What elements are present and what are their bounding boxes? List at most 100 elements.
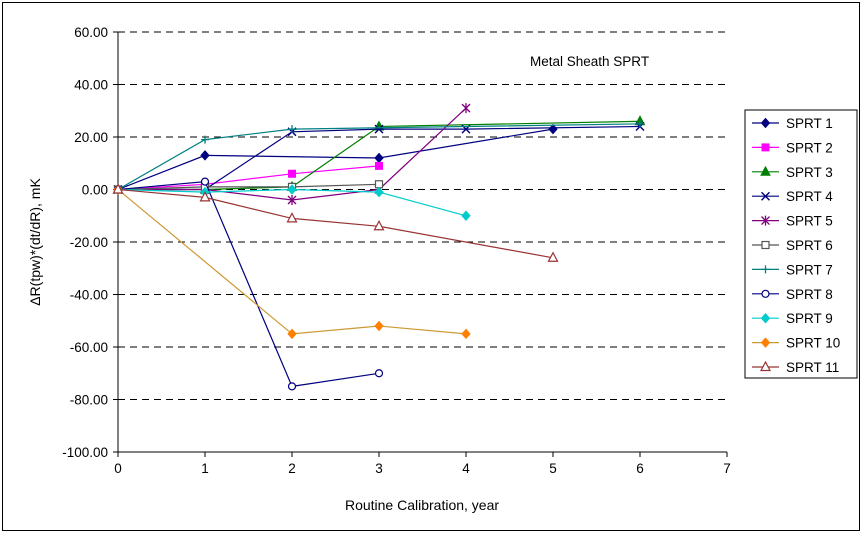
data-point-sprt-2 — [375, 161, 383, 170]
data-point-sprt-11 — [112, 183, 124, 194]
data-point-sprt-5 — [287, 195, 297, 205]
data-point-sprt-1 — [200, 150, 210, 161]
data-point-sprt-4 — [374, 124, 384, 134]
x-tick-label: 3 — [375, 461, 383, 476]
data-point-sprt-11-shape — [373, 219, 385, 231]
legend-label: SPRT 10 — [786, 336, 840, 351]
legend-label: SPRT 4 — [786, 189, 833, 204]
data-point-sprt-9-shape — [287, 184, 297, 195]
x-axis-label: Routine Calibration, year — [345, 497, 499, 513]
y-tick-label: 40.00 — [74, 78, 108, 93]
data-point-sprt-5 — [461, 103, 471, 114]
series-line-8 — [117, 180, 380, 388]
y-tick-label: 20.00 — [74, 130, 108, 145]
data-point-sprt-2-shape — [375, 161, 383, 170]
data-point-sprt-7 — [201, 135, 209, 144]
axes: 60.00 40.00 20.00 0.00 -20.00 -40.00 -60.00 -80… — [62, 25, 731, 476]
data-point-sprt-11-shape — [547, 251, 559, 262]
data-point-sprt-8 — [200, 177, 210, 186]
data-point-sprt-2 — [288, 169, 296, 178]
data-point-sprt-8 — [287, 382, 297, 391]
legend-marker-1 — [760, 117, 771, 129]
series-group — [112, 103, 646, 391]
data-point-sprt-2-shape — [288, 169, 296, 178]
x-tick-label: 2 — [288, 461, 296, 476]
series-line-10 — [117, 189, 467, 335]
x-tick-label: 5 — [549, 461, 557, 476]
data-point-sprt-7 — [288, 125, 296, 134]
legend-marker-2-shape — [761, 143, 770, 152]
series-line-2 — [117, 165, 380, 191]
legend-label: SPRT 6 — [786, 238, 833, 253]
data-point-sprt-11 — [199, 191, 211, 202]
legend-marker-1-shape — [760, 117, 771, 129]
chart-annotation: Metal Sheath SPRT — [530, 54, 649, 69]
legend-label: SPRT 9 — [786, 311, 833, 326]
legend-marker-5 — [761, 215, 770, 226]
legend-label: SPRT 2 — [786, 140, 833, 155]
legend-marker-11 — [760, 360, 771, 372]
data-point-sprt-7 — [636, 119, 644, 128]
legend-marker-10-shape — [760, 337, 771, 348]
data-point-sprt-1-shape — [374, 152, 384, 164]
data-point-sprt-4-shape — [374, 124, 384, 134]
data-point-sprt-1 — [548, 123, 558, 135]
series-line-1 — [117, 128, 554, 191]
data-point-sprt-6-shape — [374, 180, 384, 189]
data-point-sprt-8 — [374, 369, 384, 378]
series-line-7 — [117, 123, 641, 191]
x-tick-label: 1 — [201, 461, 209, 476]
data-point-sprt-9-shape — [374, 186, 384, 198]
legend-box — [744, 109, 858, 379]
y-tick-label: 60.00 — [74, 25, 108, 40]
data-point-sprt-11 — [373, 219, 385, 231]
series-line-6 — [117, 183, 380, 191]
legend-label: SPRT 11 — [786, 360, 839, 375]
data-point-sprt-10 — [287, 328, 297, 340]
y-tick-label: -80.00 — [70, 393, 108, 408]
series-line-11 — [117, 188, 554, 259]
y-axis-label: ΔR(tpw)*(dt/dR), mK — [27, 178, 43, 306]
y-tick-label: -20.00 — [70, 235, 108, 250]
data-point-sprt-10 — [374, 320, 384, 332]
legend-marker-6-shape — [761, 240, 770, 250]
x-tick-label: 7 — [723, 461, 731, 476]
data-point-sprt-9 — [374, 186, 384, 198]
legend-marker-10 — [760, 337, 771, 348]
data-point-sprt-9 — [287, 184, 297, 195]
legend-marker-7 — [761, 265, 770, 274]
data-point-sprt-11-shape — [286, 212, 298, 223]
legend-marker-2 — [761, 143, 770, 152]
data-point-sprt-8-shape — [374, 369, 384, 378]
legend-label: SPRT 5 — [786, 214, 833, 229]
data-point-sprt-10-shape — [287, 328, 297, 340]
legend-marker-4-shape — [761, 191, 770, 201]
legend-marker-11-shape — [760, 360, 771, 372]
data-point-sprt-11 — [547, 251, 559, 262]
legend-label: SPRT 7 — [786, 262, 833, 277]
data-point-sprt-11 — [286, 212, 298, 223]
data-point-sprt-10-shape — [374, 320, 384, 332]
grid-lines — [118, 31, 727, 400]
y-tick-label: 0.00 — [82, 183, 108, 198]
x-tick-label: 4 — [462, 461, 470, 476]
legend-marker-3-shape — [760, 165, 771, 176]
y-tick-label: -60.00 — [70, 340, 108, 355]
data-point-sprt-1-shape — [200, 150, 210, 161]
data-point-sprt-6 — [374, 180, 384, 189]
legend-marker-8-shape — [761, 289, 770, 298]
legend-marker-9 — [760, 312, 771, 324]
data-point-sprt-8-shape — [287, 382, 297, 391]
legend: SPRT 1 SPRT 2 SPRT 3 SPRT 4 SPRT 5 SPRT 6 SPRT… — [744, 109, 858, 379]
data-point-sprt-1-shape — [548, 123, 558, 135]
data-point-sprt-9 — [461, 210, 471, 222]
data-point-sprt-8-shape — [200, 177, 210, 186]
legend-label: SPRT 3 — [786, 165, 833, 180]
legend-marker-8 — [761, 289, 770, 298]
legend-marker-4 — [761, 191, 770, 201]
x-tick-label: 0 — [114, 461, 122, 476]
legend-marker-6 — [761, 240, 770, 250]
legend-marker-9-shape — [760, 312, 771, 324]
